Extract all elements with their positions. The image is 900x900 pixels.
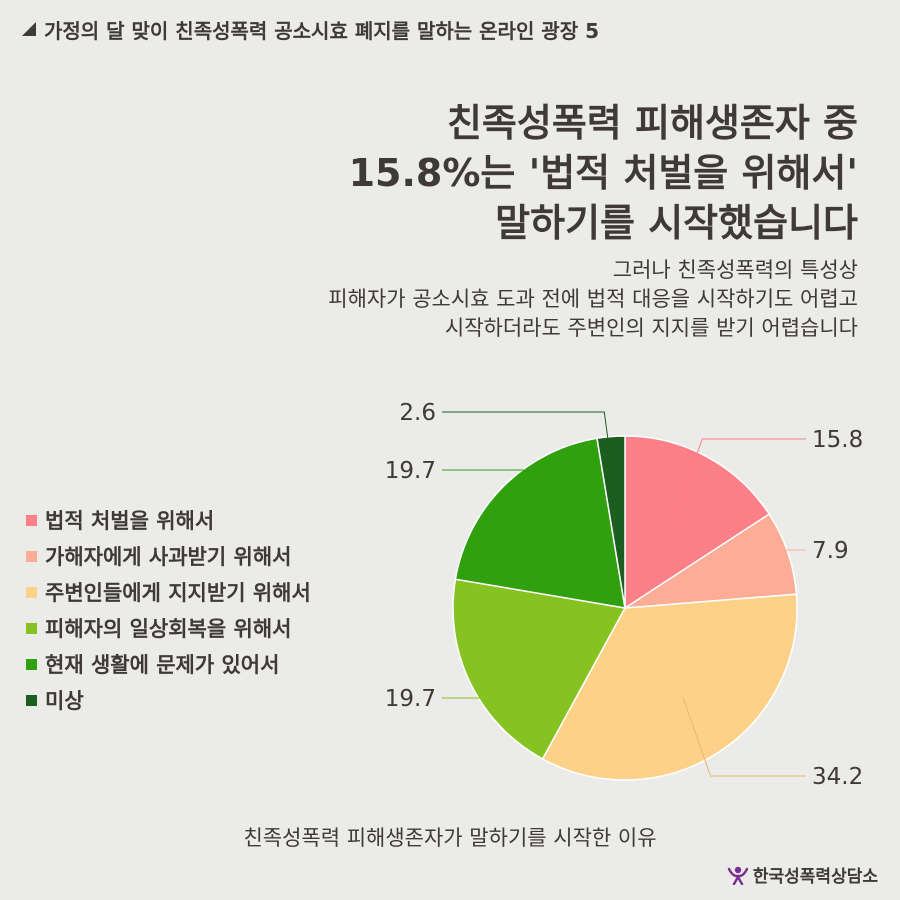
legend-swatch [26, 586, 37, 598]
headline-line-3: 말하기를 시작했습니다 [495, 201, 858, 245]
pie-slice [624, 435, 771, 610]
legend-item: 피해자의 일상회복을 위해서 [26, 610, 311, 646]
headline-line-1: 친족성폭력 피해생존자 중 [446, 101, 858, 145]
legend-item: 주변인들에게 지지받기 위해서 [26, 574, 311, 610]
legend-item: 미상 [26, 682, 311, 718]
leader-line [442, 469, 551, 533]
data-label: 7.9 [812, 538, 849, 564]
legend-swatch [26, 694, 37, 706]
legend-item: 법적 처벌을 위해서 [26, 502, 311, 538]
data-label: 19.7 [385, 686, 436, 712]
legend-label: 미상 [45, 689, 84, 713]
legend-swatch [26, 550, 37, 562]
pie-slice [541, 593, 798, 781]
legend-label: 법적 처벌을 위해서 [45, 509, 215, 533]
pie-slice [452, 578, 627, 760]
leader-line [682, 697, 806, 777]
leader-line [725, 549, 806, 574]
legend-label: 현재 생활에 문제가 있어서 [45, 653, 280, 677]
subtitle-line-3: 시작하더라도 주변인의 지지를 받기 어렵습니다 [444, 316, 858, 340]
series-title: 가정의 달 맞이 친족성폭력 공소시효 폐지를 말하는 온라인 광장 5 [44, 18, 599, 43]
subtitle: 그러나 친족성폭력의 특성상 피해자가 공소시효 도과 전에 법적 대응을 시작… [98, 256, 858, 343]
legend-item: 가해자에게 사과받기 위해서 [26, 538, 311, 574]
legend-label: 가해자에게 사과받기 위해서 [45, 545, 292, 569]
legend-label: 주변인들에게 지지받기 위해서 [45, 581, 311, 605]
data-label: 34.2 [812, 764, 863, 790]
data-label: 15.8 [812, 427, 863, 453]
triangle-marker-icon [22, 22, 36, 36]
leader-line [675, 438, 806, 515]
legend-item: 현재 생활에 문제가 있어서 [26, 646, 311, 682]
chart-caption: 친족성폭력 피해생존자가 말하기를 시작한 이유 [243, 826, 657, 850]
legend-label: 피해자의 일상회복을 위해서 [45, 617, 292, 641]
chart-legend: 법적 처벌을 위해서 가해자에게 사과받기 위해서 주변인들에게 지지받기 위해… [26, 502, 311, 718]
legend-swatch [26, 514, 37, 526]
pie-slice [454, 437, 626, 609]
headline-line-2: 15.8%는 '법적 처벌을 위해서' [348, 151, 858, 195]
org-credit: 한국성폭력상담소 [727, 862, 878, 887]
data-label: 19.7 [385, 458, 436, 484]
pie-slice [596, 435, 626, 609]
legend-swatch [26, 622, 37, 634]
legend-swatch [26, 658, 37, 670]
org-logo-icon [727, 866, 749, 885]
data-label: 2.6 [399, 400, 436, 426]
subtitle-line-2: 피해자가 공소시효 도과 전에 법적 대응을 시작하기도 어렵고 [328, 287, 858, 311]
org-name: 한국성폭력상담소 [752, 867, 878, 887]
leader-line [442, 411, 617, 502]
headline: 친족성폭력 피해생존자 중 15.8%는 '법적 처벌을 위해서' 말하기를 시… [98, 98, 858, 248]
leader-line [442, 654, 530, 699]
series-header: 가정의 달 맞이 친족성폭력 공소시효 폐지를 말하는 온라인 광장 5 [22, 14, 599, 44]
subtitle-line-1: 그러나 친족성폭력의 특성상 [612, 258, 858, 282]
